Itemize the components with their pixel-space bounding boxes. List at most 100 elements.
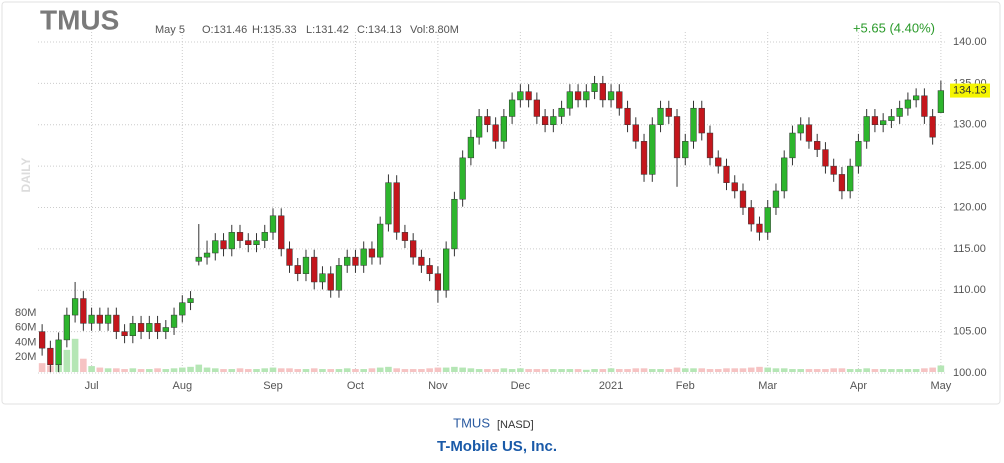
candle-body (541, 116, 549, 125)
volume-bar (393, 368, 400, 372)
candle-body (558, 107, 565, 117)
candle-body (723, 165, 730, 183)
last-price-box (950, 83, 990, 98)
candle-body (401, 232, 409, 241)
candle-body (591, 83, 598, 92)
y-tick-label: 110.00 (953, 284, 986, 296)
candle-body (162, 327, 169, 332)
symbol: TMUS (40, 4, 119, 35)
candle-body (566, 91, 573, 109)
footer-symbol: TMUS (453, 415, 490, 430)
volume-bar (665, 369, 673, 372)
volume-bar (277, 368, 285, 372)
volume-tick-label: 80M (15, 307, 36, 319)
volume-tick-label: 40M (15, 336, 36, 348)
volume-bar (154, 368, 161, 372)
candle-body (913, 95, 920, 101)
footer-exchange: [NASD] (497, 419, 534, 431)
x-tick-label: Apr (850, 380, 867, 392)
candle-body (170, 314, 178, 328)
candle-body (830, 165, 837, 175)
candle-body (855, 141, 862, 167)
y-tick-label: 130.00 (953, 119, 987, 131)
candle-body (212, 240, 219, 254)
candle-body (871, 116, 879, 125)
volume-bar (937, 365, 945, 372)
volume-bar (484, 369, 491, 372)
candle-body (195, 256, 202, 262)
volume-bar (855, 369, 862, 372)
candle-body (706, 132, 714, 159)
candle-body (789, 132, 796, 159)
volume-bar (929, 367, 936, 372)
candle-body (96, 314, 103, 324)
candle-body (599, 83, 606, 101)
candle-body (467, 136, 475, 159)
volume-bar (236, 368, 244, 372)
volume-bar (261, 368, 269, 372)
candle-body (269, 215, 277, 233)
candle-body (921, 95, 928, 117)
candle-body (88, 314, 95, 324)
volume-bar (162, 369, 170, 372)
open: O:131.46 (202, 24, 247, 36)
change: +5.65 (4.40%) (853, 20, 935, 35)
x-tick-label: Feb (676, 380, 695, 392)
volume-bar (195, 364, 203, 372)
volume-bar (302, 369, 310, 372)
volume-bar (228, 369, 236, 372)
candle-body (574, 91, 582, 101)
volume-bar (327, 369, 335, 372)
y-tick-label: 125.00 (953, 160, 987, 172)
candle-body (797, 124, 804, 134)
candle-body (426, 265, 433, 274)
candle-body (113, 314, 120, 332)
chart-frame (1, 1, 1001, 405)
candle-body (822, 149, 829, 167)
candle-body (550, 116, 557, 125)
candle-body (335, 265, 343, 291)
volume-bar (244, 369, 252, 372)
volume-bar (896, 369, 903, 372)
candle-body (434, 273, 442, 291)
candle-body (533, 99, 540, 117)
candle-body (814, 141, 821, 150)
candle-body (715, 157, 722, 167)
candle-body (756, 223, 763, 233)
volume-bar (558, 369, 565, 372)
candle-body (896, 107, 903, 117)
volume-bar (657, 369, 664, 372)
candle-body (245, 240, 252, 245)
candle-body (286, 248, 293, 266)
volume-bar (616, 369, 623, 372)
candle-body (805, 124, 813, 142)
candle-body (632, 124, 639, 142)
volume-bar (583, 369, 590, 372)
volume-bar (203, 367, 211, 372)
volume-bar (541, 369, 549, 372)
y-tick-label: 100.00 (953, 367, 987, 379)
volume-bar (780, 368, 788, 372)
volume-bar (747, 367, 755, 372)
volume-bar (813, 369, 821, 372)
y-tick-label: 120.00 (953, 201, 987, 213)
volume-bar (294, 369, 302, 372)
volume-bar (38, 363, 46, 372)
candle-body (492, 124, 499, 142)
date: May 5 (155, 24, 185, 36)
volume-bar (220, 369, 227, 372)
candle-body (278, 215, 285, 250)
volume-bar (376, 367, 384, 372)
candle-body (302, 256, 310, 274)
volume-bar (467, 368, 475, 372)
candle-body (377, 223, 384, 258)
candle-body (673, 116, 681, 159)
candle-body (203, 252, 211, 258)
volume-bar (681, 368, 689, 372)
candle-body (484, 116, 491, 125)
candle-body (179, 302, 186, 316)
candle-body (393, 182, 400, 233)
volume-bar (137, 369, 145, 372)
volume-bar (838, 368, 846, 372)
